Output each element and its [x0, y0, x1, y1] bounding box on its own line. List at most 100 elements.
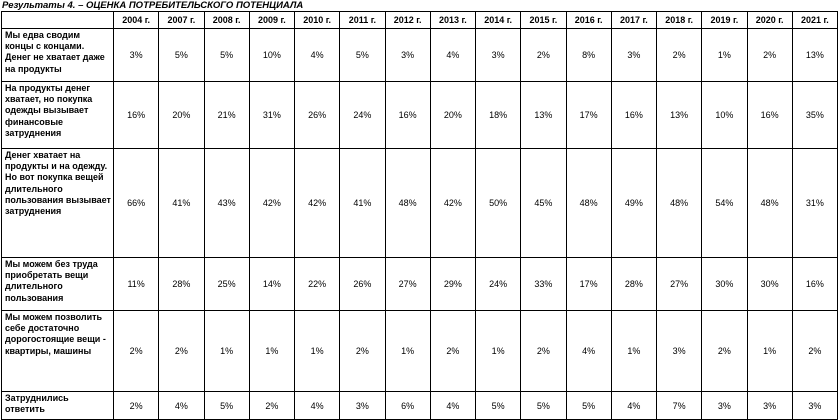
corner-cell	[1, 11, 114, 29]
year-header: 2018 г.	[655, 11, 703, 29]
value-cell: 16%	[746, 81, 793, 149]
value-cell: 27%	[655, 257, 703, 311]
value-cell: 8%	[565, 28, 612, 82]
value-cell: 1%	[746, 310, 793, 392]
table-row: Денег хватает на продукты и на одежду. Н…	[1, 148, 839, 258]
value-cell: 3%	[746, 391, 793, 420]
year-header: 2020 г.	[746, 11, 793, 29]
year-header: 2021 г.	[791, 11, 839, 29]
value-cell: 4%	[293, 391, 341, 420]
value-cell: 4%	[565, 310, 612, 392]
value-cell: 31%	[248, 81, 296, 149]
value-cell: 28%	[610, 257, 658, 311]
year-header: 2010 г.	[293, 11, 341, 29]
value-cell: 2%	[791, 310, 839, 392]
value-cell: 2%	[339, 310, 386, 392]
value-cell: 42%	[248, 148, 296, 258]
table-row: Мы можем без труда приобретать вещи длит…	[1, 257, 839, 311]
value-cell: 26%	[339, 257, 386, 311]
year-header: 2014 г.	[474, 11, 522, 29]
table-row: На продукты денег хватает, но покупка од…	[1, 81, 839, 149]
value-cell: 5%	[565, 391, 612, 420]
value-cell: 16%	[791, 257, 839, 311]
value-cell: 24%	[474, 257, 522, 311]
value-cell: 2%	[520, 310, 567, 392]
value-cell: 66%	[112, 148, 160, 258]
year-header: 2015 г.	[520, 11, 567, 29]
value-cell: 35%	[791, 81, 839, 149]
row-label: Затруднились ответить	[1, 391, 114, 420]
header-row: 2004 г. 2007 г. 2008 г. 2009 г. 2010 г. 2011 …	[1, 11, 839, 29]
value-cell: 20%	[158, 81, 205, 149]
table-caption: Результаты 4. – ОЦЕНКА ПОТРЕБИТЕЛЬСКОГО …	[2, 0, 304, 11]
value-cell: 33%	[520, 257, 567, 311]
table-row: Мы едва сводим концы с концами. Денег не…	[1, 28, 839, 82]
value-cell: 26%	[293, 81, 341, 149]
value-cell: 20%	[429, 81, 477, 149]
year-header: 2013 г.	[429, 11, 477, 29]
row-label: Мы едва сводим концы с концами. Денег не…	[1, 28, 114, 82]
table-row: Затруднились ответить 2% 4% 5% 2% 4% 3% 6% 4% 5% 5…	[1, 391, 839, 420]
value-cell: 48%	[746, 148, 793, 258]
value-cell: 11%	[112, 257, 160, 311]
value-cell: 21%	[203, 81, 250, 149]
value-cell: 5%	[339, 28, 386, 82]
value-cell: 1%	[701, 28, 748, 82]
value-cell: 1%	[474, 310, 522, 392]
value-cell: 42%	[429, 148, 477, 258]
value-cell: 16%	[610, 81, 658, 149]
value-cell: 16%	[384, 81, 431, 149]
value-cell: 2%	[746, 28, 793, 82]
value-cell: 2%	[429, 310, 477, 392]
value-cell: 1%	[610, 310, 658, 392]
value-cell: 2%	[112, 391, 160, 420]
value-cell: 17%	[565, 81, 612, 149]
value-cell: 5%	[203, 391, 250, 420]
value-cell: 3%	[474, 28, 522, 82]
row-label: Денег хватает на продукты и на одежду. Н…	[1, 148, 114, 258]
value-cell: 2%	[248, 391, 296, 420]
value-cell: 4%	[158, 391, 205, 420]
value-cell: 7%	[655, 391, 703, 420]
value-cell: 22%	[293, 257, 341, 311]
year-header: 2007 г.	[158, 11, 205, 29]
value-cell: 4%	[610, 391, 658, 420]
table-body: Мы едва сводим концы с концами. Денег не…	[1, 28, 839, 420]
value-cell: 5%	[474, 391, 522, 420]
value-cell: 24%	[339, 81, 386, 149]
value-cell: 14%	[248, 257, 296, 311]
value-cell: 50%	[474, 148, 522, 258]
consumer-potential-table: 2004 г. 2007 г. 2008 г. 2009 г. 2010 г. 2011 …	[1, 11, 839, 420]
value-cell: 6%	[384, 391, 431, 420]
year-header: 2019 г.	[701, 11, 748, 29]
value-cell: 13%	[791, 28, 839, 82]
value-cell: 1%	[293, 310, 341, 392]
value-cell: 3%	[610, 28, 658, 82]
row-label: На продукты денег хватает, но покупка од…	[1, 81, 114, 149]
value-cell: 42%	[293, 148, 341, 258]
value-cell: 3%	[112, 28, 160, 82]
value-cell: 3%	[339, 391, 386, 420]
year-header: 2004 г.	[112, 11, 160, 29]
value-cell: 48%	[655, 148, 703, 258]
value-cell: 41%	[158, 148, 205, 258]
value-cell: 4%	[293, 28, 341, 82]
value-cell: 4%	[429, 28, 477, 82]
value-cell: 5%	[158, 28, 205, 82]
value-cell: 2%	[655, 28, 703, 82]
value-cell: 45%	[520, 148, 567, 258]
value-cell: 5%	[203, 28, 250, 82]
value-cell: 3%	[791, 391, 839, 420]
value-cell: 31%	[791, 148, 839, 258]
row-label: Мы можем без труда приобретать вещи длит…	[1, 257, 114, 311]
value-cell: 30%	[701, 257, 748, 311]
value-cell: 30%	[746, 257, 793, 311]
year-header: 2008 г.	[203, 11, 250, 29]
value-cell: 2%	[158, 310, 205, 392]
value-cell: 13%	[520, 81, 567, 149]
value-cell: 16%	[112, 81, 160, 149]
value-cell: 1%	[384, 310, 431, 392]
value-cell: 13%	[655, 81, 703, 149]
value-cell: 28%	[158, 257, 205, 311]
year-header: 2009 г.	[248, 11, 296, 29]
